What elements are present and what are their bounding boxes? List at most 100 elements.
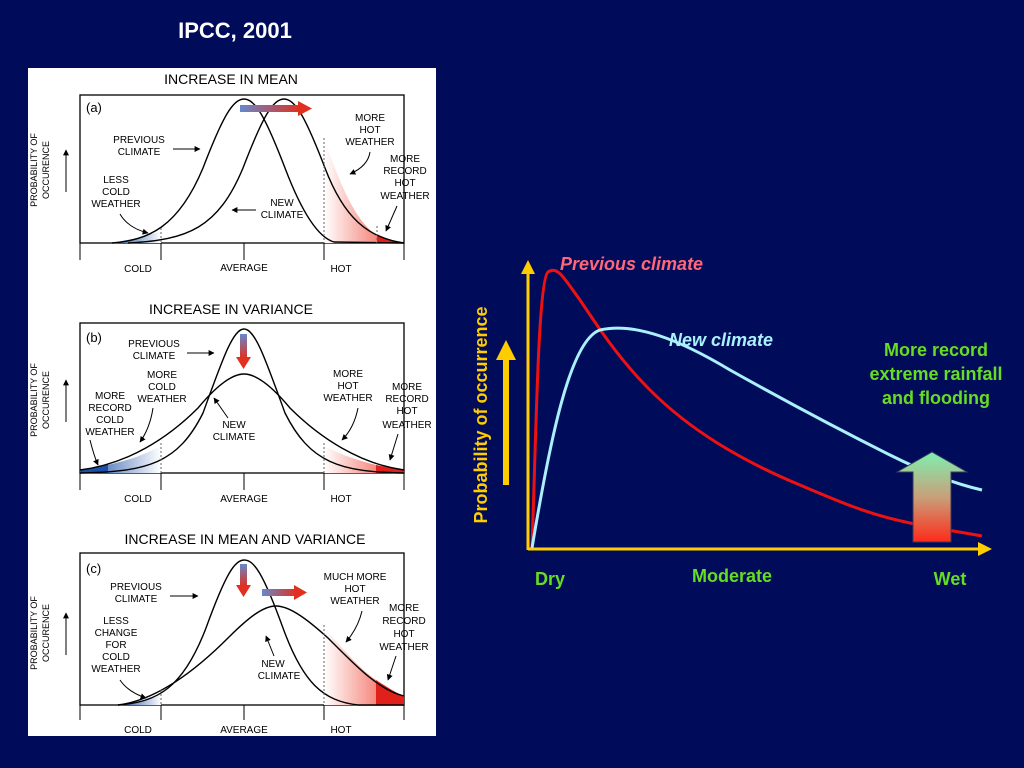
panel-c-cold-5: WEATHER bbox=[91, 664, 140, 675]
rainfall-chart: Probability of occurrence Previous clima… bbox=[440, 240, 1000, 605]
panel-c-rec-3: HOT bbox=[393, 629, 414, 640]
panel-a-cold-3: WEATHER bbox=[91, 199, 140, 210]
panel-b-cold-pointer bbox=[139, 407, 154, 443]
panel-a-annotations: PREVIOUS CLIMATE NEW CLIMATE LESS COLD W… bbox=[91, 113, 430, 235]
panel-b-hot-1: MORE bbox=[333, 369, 363, 380]
panel-a-new-curve bbox=[127, 98, 405, 244]
panel-c-rec-4: WEATHER bbox=[379, 642, 428, 653]
panel-b-cold-1: MORE bbox=[147, 370, 177, 381]
panel-c-down-arrow-body bbox=[240, 564, 247, 586]
panel-a-rec-1: MORE bbox=[390, 154, 420, 165]
rainfall-chart-svg: Probability of occurrence Previous clima… bbox=[471, 254, 992, 589]
panel-a-cold-shade bbox=[112, 231, 161, 243]
panel-c-new-1: NEW bbox=[261, 659, 285, 670]
rain-new-curve bbox=[530, 326, 983, 549]
panel-a-prev-2: CLIMATE bbox=[118, 147, 161, 158]
slide-title: IPCC, 2001 bbox=[178, 18, 292, 43]
panel-c-x-average: AVERAGE bbox=[220, 725, 268, 736]
rain-previous-curve bbox=[530, 268, 983, 549]
panel-a-hot-3: WEATHER bbox=[345, 137, 394, 148]
panel-c-new-2: CLIMATE bbox=[258, 671, 301, 682]
panel-c-new-curve bbox=[117, 605, 405, 706]
panel-b-rec-1: MORE bbox=[392, 382, 422, 393]
rain-new-label: New climate bbox=[669, 330, 773, 350]
panel-c-y-label: PROBABILITY OF OCCURENCE bbox=[29, 596, 69, 670]
panel-a-x-cold: COLD bbox=[124, 264, 152, 275]
panel-b-rec-4: WEATHER bbox=[382, 420, 431, 431]
panel-a-record-shade bbox=[377, 234, 404, 243]
panel-a-y-label: PROBABILITY OF OCCURENCE bbox=[29, 133, 69, 207]
ipcc-figure: INCREASE IN MEAN (a) PROBABILITY OF OCCU… bbox=[28, 68, 436, 736]
panel-c-frame bbox=[79, 552, 405, 706]
panel-a-x-average: AVERAGE bbox=[220, 263, 268, 274]
panel-a-shift-arrow-body bbox=[240, 105, 300, 112]
panel-c-rec-2: RECORD bbox=[382, 616, 425, 627]
panel-b-rec-pointer bbox=[388, 433, 399, 461]
panel-b-x-cold: COLD bbox=[124, 494, 152, 505]
rain-x-dry: Dry bbox=[535, 569, 565, 589]
panel-a-cold-2: COLD bbox=[102, 187, 130, 198]
panel-b-letter: (b) bbox=[86, 330, 102, 345]
panel-a-prev-1: PREVIOUS bbox=[113, 135, 165, 146]
panel-c-heading: INCREASE IN MEAN AND VARIANCE bbox=[125, 531, 366, 547]
panel-b-y-label-1: PROBABILITY OF bbox=[29, 363, 39, 437]
panel-c-cold-shade bbox=[118, 695, 161, 705]
panel-c-previous-curve bbox=[117, 559, 404, 706]
panel-b-shift-arrow-head bbox=[236, 357, 251, 369]
panel-a-rec-3: HOT bbox=[394, 178, 415, 189]
panel-c-down-arrow-head bbox=[236, 585, 251, 597]
rain-x-moderate: Moderate bbox=[692, 566, 772, 586]
panel-c-cold-pointer bbox=[119, 679, 147, 700]
panel-c-y-label-1: PROBABILITY OF bbox=[29, 596, 39, 670]
panel-b-y-label: PROBABILITY OF OCCURENCE bbox=[29, 363, 69, 437]
panel-b-rcold-pointer bbox=[89, 439, 99, 466]
panel-a-new-1: NEW bbox=[270, 198, 294, 209]
rain-y-label: Probability of occurrence bbox=[471, 306, 491, 523]
panel-a-rec-pointer bbox=[385, 205, 398, 232]
rain-up-arrow-icon bbox=[895, 451, 969, 543]
panel-a-y-label-2: OCCURENCE bbox=[41, 141, 51, 199]
panel-a-hot-shade bbox=[324, 138, 404, 243]
panel-b-rcold-2: RECORD bbox=[88, 403, 131, 414]
panel-b-rcold-3: COLD bbox=[96, 415, 124, 426]
panel-a-x-hot: HOT bbox=[330, 264, 351, 275]
panel-b-heading: INCREASE IN VARIANCE bbox=[149, 301, 313, 317]
panel-c: INCREASE IN MEAN AND VARIANCE (c) PROBAB… bbox=[29, 531, 429, 736]
rain-previous-label: Previous climate bbox=[560, 254, 703, 274]
ipcc-figure-svg: INCREASE IN MEAN (a) PROBABILITY OF OCCU… bbox=[29, 71, 432, 736]
panel-a-rec-2: RECORD bbox=[383, 166, 426, 177]
panel-b-annotations: PREVIOUS CLIMATE NEW CLIMATE MORE COLD W… bbox=[85, 339, 432, 466]
panel-b-frame bbox=[79, 322, 405, 474]
panel-a-cold-pointer bbox=[119, 213, 149, 235]
panel-b-record-shade bbox=[376, 465, 404, 473]
panel-a: INCREASE IN MEAN (a) PROBABILITY OF OCCU… bbox=[29, 71, 430, 275]
panel-c-cold-3: FOR bbox=[105, 640, 126, 651]
panel-c-letter: (c) bbox=[86, 561, 101, 576]
panel-a-new-2: CLIMATE bbox=[261, 210, 304, 221]
panel-b-new-pointer bbox=[213, 397, 229, 419]
panel-b-y-label-2: OCCURENCE bbox=[41, 371, 51, 429]
panel-b-previous-curve bbox=[79, 328, 405, 474]
panel-b-hot-pointer bbox=[341, 407, 359, 441]
panel-a-rec-4: WEATHER bbox=[380, 191, 429, 202]
panel-a-hot-1: MORE bbox=[355, 113, 385, 124]
panel-c-hot-2: HOT bbox=[344, 584, 365, 595]
panel-b-shift-arrow-body bbox=[240, 334, 247, 358]
panel-c-new-pointer bbox=[265, 635, 275, 657]
panel-b-prev-1: PREVIOUS bbox=[128, 339, 180, 350]
rain-x-wet: Wet bbox=[934, 569, 967, 589]
panel-c-cold-4: COLD bbox=[102, 652, 130, 663]
panel-b: INCREASE IN VARIANCE (b) PROBABILITY OF … bbox=[29, 301, 432, 505]
panel-c-annotations: PREVIOUS CLIMATE NEW CLIMATE LESS CHANGE… bbox=[91, 572, 429, 700]
panel-b-new-2: CLIMATE bbox=[213, 432, 256, 443]
rain-x-axis-head bbox=[978, 542, 992, 556]
panel-b-rec-3: HOT bbox=[396, 406, 417, 417]
panel-c-record-shade bbox=[376, 680, 404, 705]
panel-b-x-hot: HOT bbox=[330, 494, 351, 505]
panel-c-hot-pointer bbox=[345, 610, 363, 643]
panel-b-cold-shade bbox=[80, 446, 161, 473]
panel-a-letter: (a) bbox=[86, 100, 102, 115]
rain-y-axis-head bbox=[521, 260, 535, 274]
panel-b-hot-2: HOT bbox=[337, 381, 358, 392]
panel-c-prev-2: CLIMATE bbox=[115, 594, 158, 605]
